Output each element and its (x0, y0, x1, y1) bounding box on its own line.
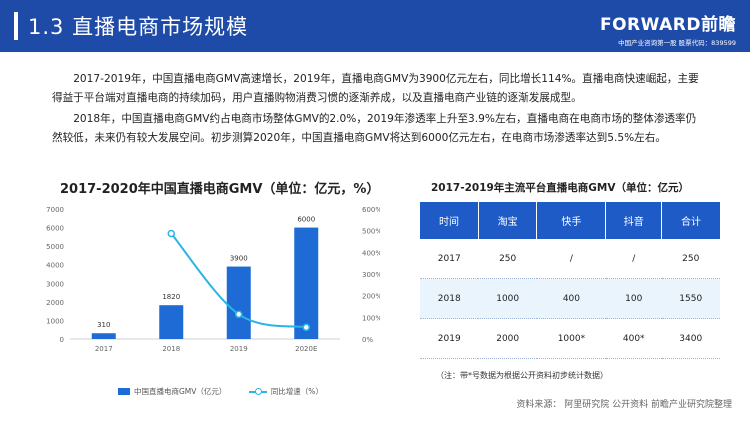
y-left-tick-label: 6000 (46, 225, 64, 233)
table-note: （注：带*号数据为根据公开资料初步统计数据） (436, 371, 608, 380)
x-tick-label: 2019 (230, 345, 248, 353)
table-cell: 2018 (420, 278, 479, 319)
bar (91, 333, 116, 339)
y-right-tick-label: 500% (362, 228, 380, 236)
logo-text: FORWARD前瞻 (599, 15, 736, 35)
title-accent-bar (14, 12, 18, 40)
bar-data-label: 3900 (230, 255, 248, 263)
bar (294, 227, 319, 339)
y-left-tick-label: 1000 (46, 317, 64, 325)
growth-point (235, 310, 243, 319)
y-left-tick-label: 3000 (46, 280, 64, 288)
header-cell: 抖音 (605, 202, 663, 239)
y-right-tick-label: 300% (362, 271, 380, 279)
x-tick-label: 2017 (95, 345, 113, 353)
header-cell: 合计 (661, 202, 720, 239)
table-row: 2017 250 / / 250 (420, 239, 720, 279)
header-cell: 淘宝 (478, 202, 538, 239)
header-banner: 1.3 直播电商市场规模 FORWARD前瞻 中国产业咨询第一股 股票代码：83… (0, 0, 750, 52)
table-cell: 100 (605, 278, 662, 319)
table-cell: 400 (536, 278, 606, 319)
bar-data-label: 310 (97, 321, 110, 329)
growth-point (167, 229, 175, 238)
table-cell: 1550 (661, 278, 720, 319)
page-title: 1.3 直播电商市场规模 (28, 15, 249, 39)
table-cell: / (605, 239, 662, 279)
paragraph-penetration: 2018年，中国直播电商GMV约占电商市场整体GMV的2.0%，2019年渗透率… (52, 113, 697, 144)
legend-bar-swatch (118, 388, 130, 395)
y-left-tick-label: 5000 (46, 243, 64, 251)
header-cell: 快手 (536, 202, 607, 239)
bar-data-label: 6000 (297, 216, 315, 224)
y-right-tick-label: 100% (362, 314, 380, 322)
table-row: 2018 1000 400 100 1550 (420, 278, 720, 319)
bar-data-label: 1820 (162, 293, 180, 301)
table-header-row: 时间 淘宝 快手 抖音 合计 (420, 202, 720, 239)
table-title: 2017-2019年主流平台直播电商GMV（单位：亿元） (431, 182, 689, 194)
y-left-tick-label: 0 (60, 336, 64, 344)
table-cell: 3400 (661, 318, 720, 359)
logo-subtitle: 中国产业咨询第一股 股票代码：839599 (618, 39, 736, 47)
table-cell: 250 (661, 239, 720, 279)
growth-point (302, 323, 310, 332)
table-cell: 1000* (536, 318, 606, 359)
legend-line-swatch (248, 387, 267, 396)
table-cell: 2017 (420, 239, 479, 279)
y-left-tick-label: 4000 (46, 262, 64, 270)
chart-legend: 中国直播电商GMV（亿元） 同比增速（%） (118, 386, 323, 397)
header-cell: 时间 (420, 202, 479, 239)
table-cell: 2000 (478, 318, 537, 359)
platform-gmv-table: 时间 淘宝 快手 抖音 合计 2017 250 / / 250 2018 100… (420, 202, 720, 359)
y-right-tick-label: 200% (362, 293, 380, 301)
bar (226, 266, 251, 339)
bar (159, 305, 184, 339)
y-left-tick-label: 2000 (46, 299, 64, 307)
gmv-chart: 0 1000 2000 3000 4000 5000 6000 7000 0% 100% 200% 3… (46, 206, 380, 353)
y-right-tick-label: 600% (362, 206, 380, 214)
y-right-tick-label: 0% (362, 336, 373, 344)
x-tick-label: 2018 (162, 345, 180, 353)
table-cell: 250 (478, 239, 537, 279)
table-cell: / (536, 239, 606, 279)
legend-line-label: 同比增速（%） (270, 387, 323, 396)
table-cell: 400* (605, 318, 662, 359)
paragraph-growth: 2017-2019年，中国直播电商GMV高速增长，2019年，直播电商GMV为3… (52, 73, 699, 104)
table-row: 2019 2000 1000* 400* 3400 (420, 318, 720, 359)
table-cell: 1000 (478, 278, 537, 319)
legend-bar-label: 中国直播电商GMV（亿元） (134, 387, 227, 396)
table-cell: 2019 (420, 318, 479, 359)
x-tick-label: 2020E (295, 345, 317, 353)
y-right-tick-label: 400% (362, 249, 380, 257)
y-left-tick-label: 7000 (46, 206, 64, 214)
brand-logo: FORWARD前瞻 中国产业咨询第一股 股票代码：839599 (600, 10, 736, 47)
chart-title: 2017-2020年中国直播电商GMV（单位：亿元，%） (60, 182, 380, 197)
source-note: 资料来源： 阿里研究院 公开资料 前瞻产业研究院整理 (516, 400, 732, 410)
